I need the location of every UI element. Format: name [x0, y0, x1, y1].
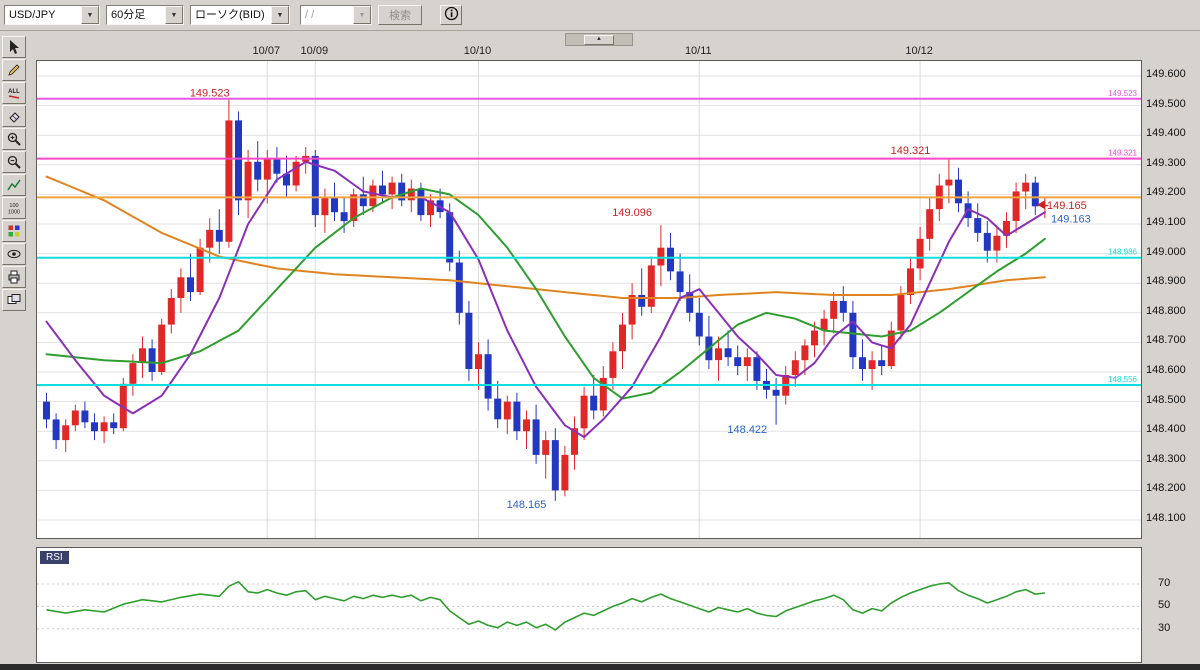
eraser-tool-button[interactable]: [2, 105, 26, 127]
cursor-tool-icon: [10, 40, 19, 54]
price-axis-label: 148.800: [1146, 304, 1186, 317]
price-axis-label: 148.900: [1146, 275, 1186, 288]
rsi-label-badge: RSI: [40, 551, 69, 564]
timeframe-value: 60分足: [111, 9, 146, 21]
symbol-select[interactable]: USD/JPY ▼: [4, 5, 100, 25]
price-axis-label: 149.600: [1146, 68, 1186, 80]
level-price-label: 149.523: [1108, 89, 1137, 98]
rsi-chart[interactable]: [37, 548, 1141, 662]
chart-type-select[interactable]: ローソク(BID) ▼: [190, 5, 290, 25]
timeframe-select[interactable]: 60分足 ▼: [106, 5, 184, 25]
zoom-in-tool-button[interactable]: [2, 128, 26, 150]
date-filter-select[interactable]: / / ▼: [300, 5, 372, 25]
price-axis-label: 149.400: [1146, 127, 1186, 140]
chart-type-value: ローソク(BID): [195, 9, 265, 21]
date-axis-label: 10/12: [905, 45, 933, 57]
delete-all-tool-button[interactable]: ALL: [2, 82, 26, 104]
date-axis: 10/07 10/09 10/10 10/11 10/12: [0, 45, 1140, 59]
rsi-panel: RSI: [36, 547, 1142, 663]
date-filter-value: / /: [305, 9, 315, 21]
level-price-label: 148.556: [1108, 375, 1137, 384]
chart-collapse-control: ▲: [565, 33, 633, 46]
current-price-label: 149.165: [1047, 200, 1087, 212]
price-axis-label: 149.200: [1146, 186, 1186, 199]
rsi-axis-label: 70: [1158, 577, 1171, 589]
line-chart-tool-icon: [7, 179, 21, 191]
visibility-tool-button[interactable]: [2, 243, 26, 265]
rsi-axis-label: 30: [1158, 621, 1171, 634]
draw-tool-button[interactable]: [2, 59, 26, 81]
visibility-tool-icon: [7, 249, 21, 259]
date-axis-label: 10/07: [252, 45, 281, 57]
horizontal-levels[interactable]: 149.523 149.321 148.986 148.556: [37, 89, 1141, 386]
gridlines: [37, 61, 1141, 538]
zoom-out-tool-icon: [7, 155, 21, 169]
info-icon: [444, 6, 459, 24]
price-axis-label: 148.300: [1146, 452, 1186, 465]
main-chart-area: 149.523 149.321 148.986 148.556 149.523 149.3…: [36, 60, 1142, 539]
cursor-tool-button[interactable]: [2, 36, 26, 58]
eraser-tool-icon: [9, 112, 20, 123]
svg-text:ALL: ALL: [8, 89, 20, 95]
chevron-down-icon[interactable]: ▼: [271, 6, 289, 24]
window-bottom-edge: [0, 664, 1200, 670]
rsi-axis: 70 50 30: [1158, 547, 1198, 663]
chevron-down-icon[interactable]: ▼: [81, 6, 99, 24]
price-axis-label: 148.700: [1146, 334, 1186, 347]
print-tool-icon: [8, 270, 20, 284]
date-axis-label: 10/11: [684, 45, 712, 57]
price-axis: 149.600 149.500 149.400 149.300 149.200 149.1…: [1146, 60, 1200, 539]
top-toolbar: USD/JPY ▼ 60分足 ▼ ローソク(BID) ▼ / / ▼ 検索: [0, 0, 1200, 31]
price-axis-label: 149.000: [1146, 245, 1186, 258]
drawing-toolbar: ALL 100 1000: [2, 36, 28, 311]
level-price-label: 148.986: [1108, 248, 1137, 257]
price-annotation: 149.321: [891, 145, 931, 157]
ma-line-long: [45, 175, 1046, 299]
price-annotation: 148.165: [507, 499, 547, 511]
price-axis-label: 148.600: [1146, 364, 1186, 376]
period-tool-button[interactable]: 100 1000: [2, 197, 26, 219]
line-chart-tool-button[interactable]: [2, 174, 26, 196]
date-axis-label: 10/10: [463, 45, 492, 57]
search-button[interactable]: 検索: [378, 5, 422, 25]
price-axis-label: 149.300: [1146, 156, 1186, 169]
price-axis-label: 148.200: [1146, 482, 1186, 495]
chart-annotations: 149.523 149.321 149.096 148.422 148.165: [190, 87, 931, 511]
svg-text:100: 100: [9, 203, 18, 209]
price-axis-label: 149.500: [1146, 97, 1186, 110]
price-annotation: 149.523: [190, 87, 230, 99]
window-tool-icon: [7, 294, 21, 304]
price-annotation: 148.422: [727, 424, 767, 436]
price-arrow-icon: [1037, 200, 1045, 210]
symbol-value: USD/JPY: [9, 9, 56, 21]
layout-tool-icon: [8, 225, 20, 237]
level-price-label: 149.321: [1108, 149, 1137, 158]
rsi-line: [46, 580, 1045, 631]
info-button[interactable]: [440, 5, 462, 25]
window-tool-button[interactable]: [2, 289, 26, 311]
date-axis-label: 10/09: [300, 45, 329, 57]
price-axis-label: 148.400: [1146, 423, 1186, 436]
layout-tool-button[interactable]: [2, 220, 26, 242]
price-axis-label: 148.100: [1146, 512, 1186, 524]
price-annotation: 149.096: [612, 207, 652, 219]
price-axis-label: 149.100: [1146, 216, 1186, 228]
chevron-down-icon[interactable]: ▼: [165, 6, 183, 24]
svg-text:1000: 1000: [8, 210, 20, 216]
collapse-up-button[interactable]: ▲: [584, 34, 614, 45]
chevron-down-icon: ▼: [353, 6, 371, 24]
ma-line-mid: [45, 187, 1046, 400]
draw-tool-icon: [8, 64, 20, 76]
rsi-axis-label: 50: [1158, 599, 1171, 612]
price-axis-label: 148.500: [1146, 393, 1186, 406]
price-chart[interactable]: 149.523 149.321 148.986 148.556 149.523 149.3…: [37, 61, 1141, 538]
delete-all-tool-icon: ALL: [8, 89, 20, 99]
print-tool-button[interactable]: [2, 266, 26, 288]
zoom-out-tool-button[interactable]: [2, 151, 26, 173]
ma-line-short: [45, 160, 1046, 439]
current-price-label: 149.163: [1051, 213, 1091, 225]
zoom-in-tool-icon: [7, 132, 21, 146]
